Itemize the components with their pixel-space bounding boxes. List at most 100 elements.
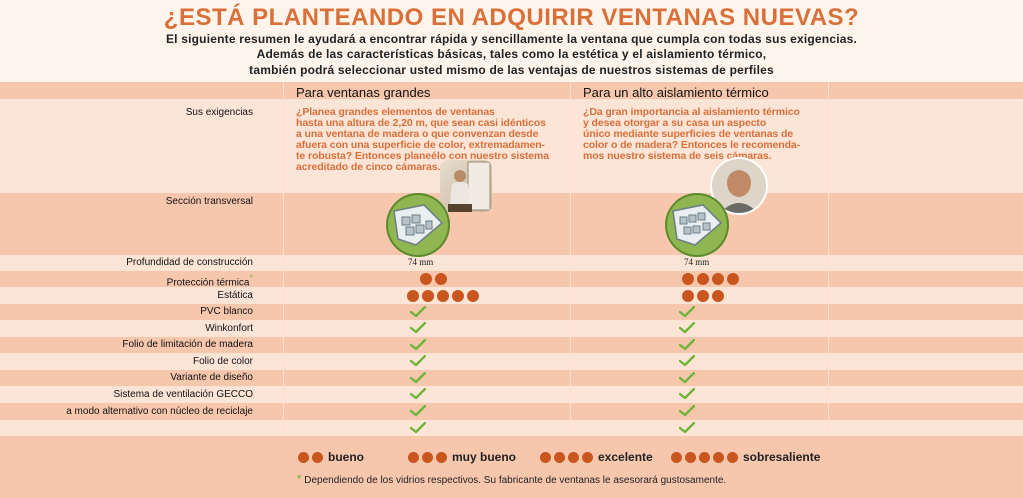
band-feature-5 <box>0 370 1023 386</box>
check-icon <box>410 355 426 367</box>
band-feature-4 <box>0 353 1023 370</box>
row-label-feature: Sistema de ventilación GECCO <box>113 389 253 400</box>
row-label-feature: Folio de limitación de madera <box>122 339 253 350</box>
intro-line-3: también podrá seleccionar usted mismo de… <box>249 63 774 77</box>
band-feature-3 <box>0 337 1023 353</box>
check-icon <box>410 422 426 434</box>
rating-dot <box>467 290 479 302</box>
five-chamber-profile-image <box>386 193 450 257</box>
row-label-thermal: Protección térmica* <box>167 273 253 288</box>
row-label-requirements: Sus exigencias <box>185 107 253 118</box>
description-line: ¿Da gran importancia al aislamiento térm… <box>583 106 800 118</box>
row-label-feature: Folio de color <box>192 356 253 367</box>
check-icon <box>410 372 426 384</box>
rating-dot <box>712 290 724 302</box>
description-line: afuera con una superficie de color, extr… <box>296 139 545 151</box>
rating-dot <box>422 451 433 463</box>
footnote-star: * <box>296 472 302 486</box>
legend-item: bueno <box>298 450 364 464</box>
description-line: a una ventana de madera o que convenzan … <box>296 128 539 140</box>
page-title: ¿ESTÁ PLANTEANDO EN ADQUIRIR VENTANAS NU… <box>163 4 860 31</box>
description-line: color o de madera? Entonces le recomenda… <box>583 139 801 151</box>
rating-dot <box>713 451 724 463</box>
check-icon <box>679 372 695 384</box>
rating-dot <box>568 451 579 463</box>
rating-dot <box>682 273 694 285</box>
description-line: hasta una altura de 2,20 m, que sean cas… <box>296 117 546 129</box>
footnote: * Dependiendo de los vidrios respectivos… <box>0 472 1023 486</box>
legend-dots <box>540 451 593 463</box>
rating-dot <box>435 273 447 285</box>
rating-dot <box>540 451 551 463</box>
rating-dot <box>452 290 464 302</box>
check-icon <box>679 339 695 351</box>
description-line: acreditado de cinco cámaras. <box>296 161 441 173</box>
description-large-windows: ¿Planea grandes elementos de ventanas ha… <box>296 107 549 173</box>
legend-label: bueno <box>328 450 364 464</box>
column-heading-large-windows: Para ventanas grandes <box>296 85 431 100</box>
check-icon <box>679 422 695 434</box>
row-label-feature: Variante de diseño <box>170 372 253 383</box>
rating-dot <box>582 451 593 463</box>
column-divider <box>828 82 829 436</box>
woman-at-window-photo <box>440 160 492 212</box>
band-column-headings <box>0 82 1023 99</box>
legend-dots <box>408 451 447 463</box>
legend-label: muy bueno <box>452 450 517 464</box>
rating-dot <box>697 273 709 285</box>
rating-dot <box>685 451 696 463</box>
row-label-depth: Profundidad de construcción <box>126 257 253 268</box>
check-icon <box>679 355 695 367</box>
depth-value-thermal-insulation: 74 mm <box>684 257 710 267</box>
check-icon <box>679 405 695 417</box>
check-icon <box>679 388 695 400</box>
row-label-feature: PVC blanco <box>200 306 253 317</box>
rating-dot <box>712 273 724 285</box>
legend-dots <box>298 451 323 463</box>
band-spacer <box>0 420 1023 436</box>
rating-dot <box>407 290 419 302</box>
band-feature-1 <box>0 304 1023 320</box>
rating-dot <box>682 290 694 302</box>
rating-dot <box>437 290 449 302</box>
page-header: ¿ESTÁ PLANTEANDO EN ADQUIRIR VENTANAS NU… <box>0 0 1023 82</box>
thermal-rating-large-windows <box>420 273 447 285</box>
description-line: te robusta? Entonces planeélo con nuestr… <box>296 150 549 162</box>
band-statics <box>0 287 1023 304</box>
band-feature-6 <box>0 386 1023 403</box>
rating-dot <box>727 451 738 463</box>
check-icon <box>410 388 426 400</box>
rating-dot <box>436 451 447 463</box>
check-icon <box>410 405 426 417</box>
intro-line-2: Además de las características básicas, t… <box>256 47 767 61</box>
legend-label: sobresaliente <box>743 450 821 464</box>
column-divider <box>283 82 284 436</box>
rating-dot <box>298 451 309 463</box>
depth-value-large-windows: 74 mm <box>408 257 434 267</box>
rating-dot <box>554 451 565 463</box>
legend-item: muy bueno <box>408 450 516 464</box>
legend-dots <box>671 451 738 463</box>
description-line: y desea otorgar a su casa un aspecto <box>583 117 767 129</box>
row-label-cross-section: Sección transversal <box>165 196 253 207</box>
band-depth <box>0 255 1023 271</box>
row-label-feature: Winkonfort <box>205 323 253 334</box>
rating-dot <box>727 273 739 285</box>
legend-item: excelente <box>540 450 653 464</box>
check-icon <box>679 306 695 318</box>
statics-rating-thermal-insulation <box>682 290 724 302</box>
column-divider <box>570 82 571 436</box>
footnote-text: Dependiendo de los vidrios respectivos. … <box>304 475 727 486</box>
six-chamber-profile-image <box>665 193 729 257</box>
rating-dot <box>312 451 323 463</box>
footnote-marker: * <box>249 273 253 283</box>
row-label-statics: Estática <box>217 290 253 301</box>
thermal-rating-thermal-insulation <box>682 273 739 285</box>
description-line: ¿Planea grandes elementos de ventanas <box>296 106 495 118</box>
check-icon <box>410 339 426 351</box>
check-icon <box>410 322 426 334</box>
rating-dot <box>422 290 434 302</box>
legend-item: sobresaliente <box>671 450 820 464</box>
check-icon <box>679 322 695 334</box>
rating-dot <box>420 273 432 285</box>
